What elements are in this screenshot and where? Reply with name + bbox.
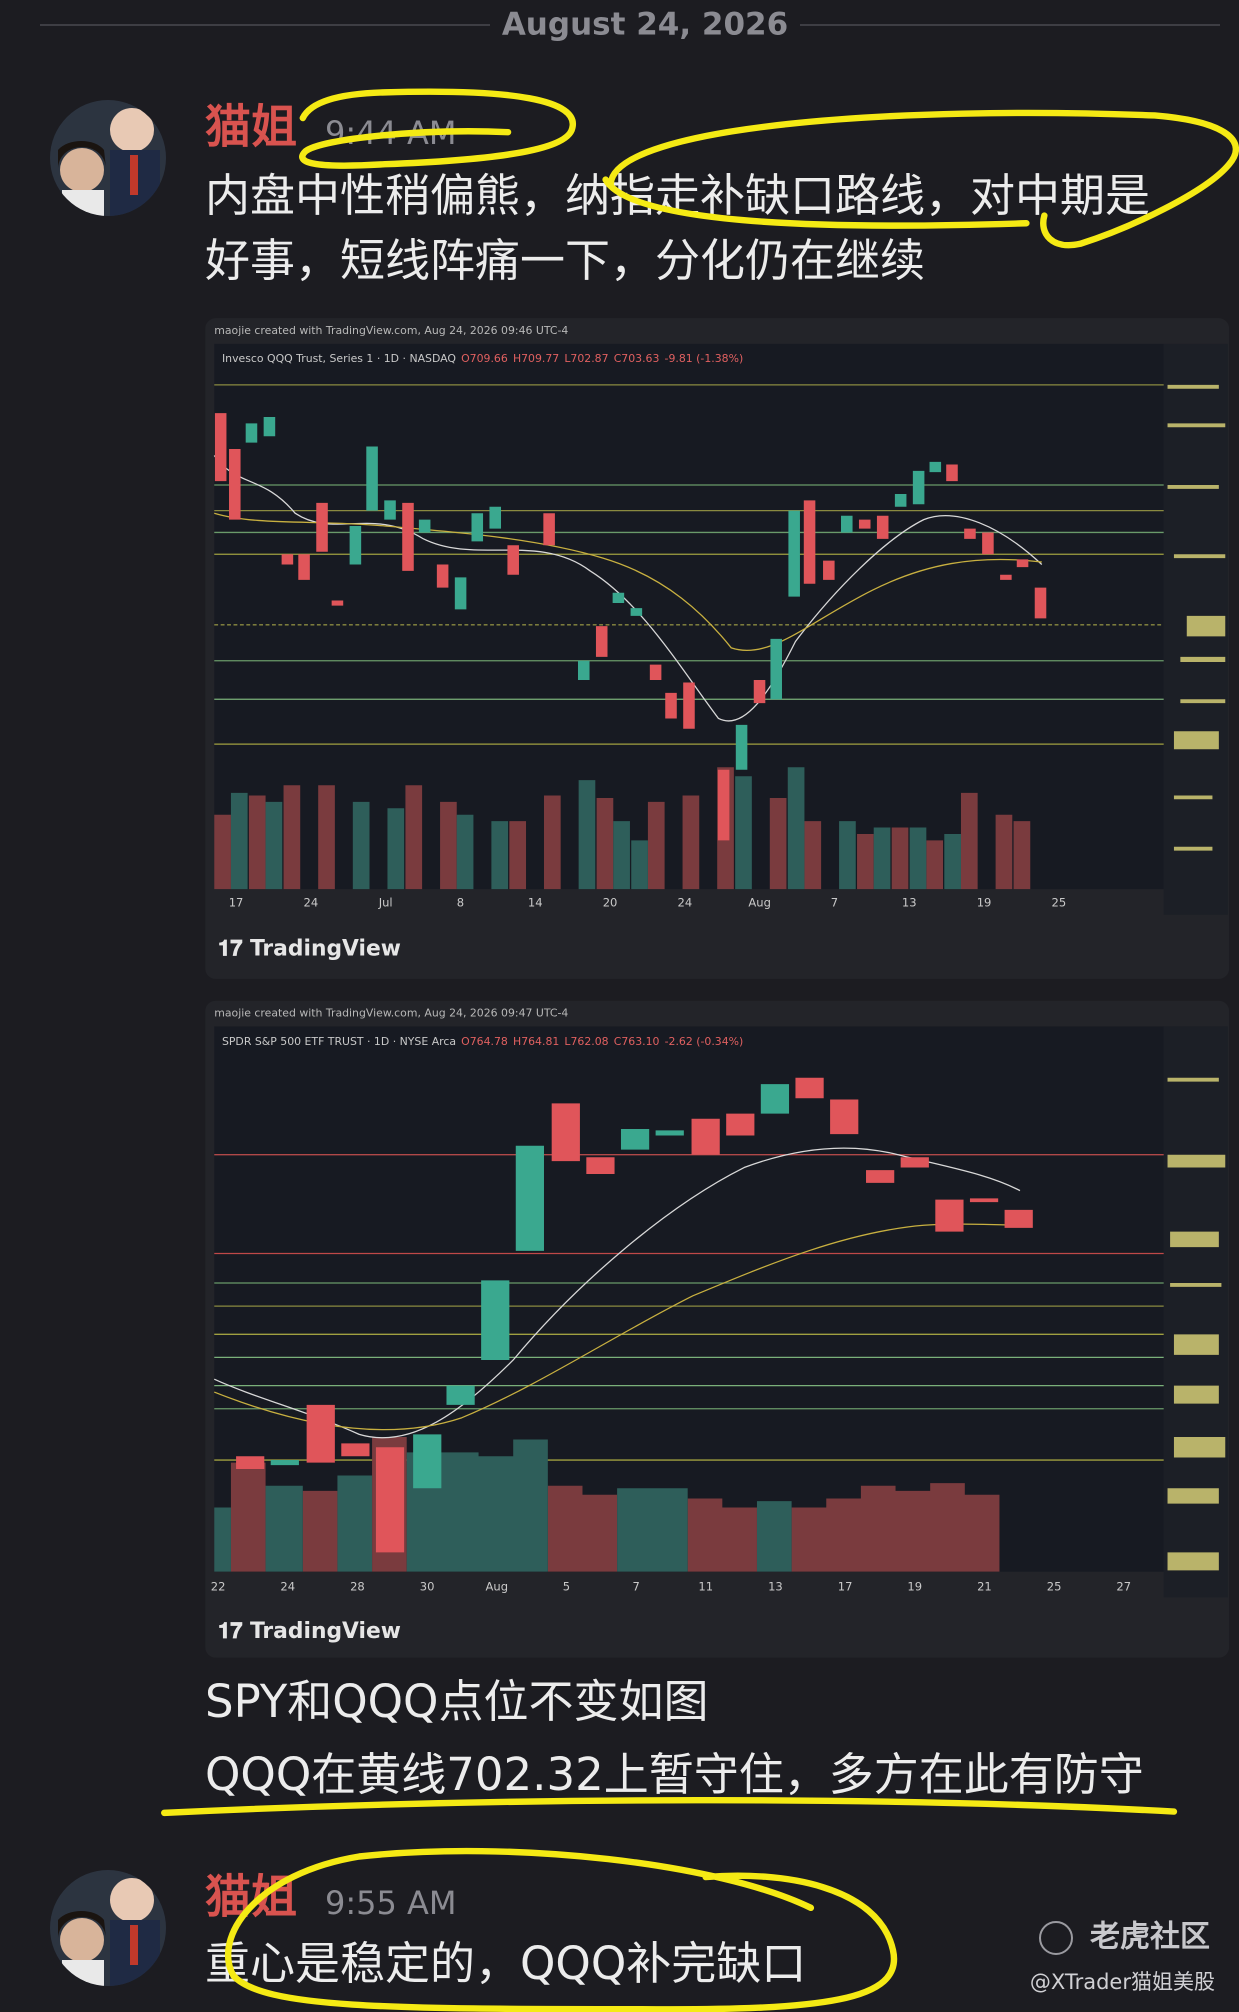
x-axis-label: 7: [831, 896, 838, 910]
x-axis-label: 24: [678, 896, 693, 910]
x-axis-label: 25: [1047, 1580, 1062, 1594]
chart-credit: maojie created with TradingView.com, Aug…: [214, 1007, 568, 1020]
x-axis-label: 14: [528, 896, 543, 910]
x-axis-label: 13: [768, 1580, 783, 1594]
x-axis-label: 28: [350, 1580, 365, 1594]
x-axis-label: 19: [907, 1580, 922, 1594]
brand-name: TradingView: [250, 1619, 401, 1644]
message-line: 好事，短线阵痛一下，分化仍在继续: [205, 234, 925, 287]
x-axis-label: 5: [563, 1580, 570, 1594]
ohlc: H709.77: [513, 352, 559, 365]
brand-name: TradingView: [250, 936, 401, 961]
timestamp: 9:55 AM: [325, 1884, 457, 1922]
x-axis-label: 24: [304, 896, 319, 910]
chart-image[interactable]: maojie created with TradingView.com, Aug…: [205, 1000, 1230, 1658]
watermark-icon: [1039, 1921, 1073, 1955]
chart-image[interactable]: maojie created with TradingView.com, Aug…: [205, 318, 1230, 979]
chart-credit: maojie created with TradingView.com, Aug…: [214, 324, 568, 337]
x-axis-label: 17: [838, 1580, 853, 1594]
watermark-handle: @XTrader猫姐美股: [1030, 1970, 1215, 1994]
ohlc: O764.78: [461, 1035, 508, 1048]
chart-symbol-line: SPDR S&P 500 ETF TRUST · 1D · NYSE Arca O…: [222, 1035, 743, 1048]
x-axis-label: 20: [603, 896, 618, 910]
author-name[interactable]: 猫姐: [205, 1870, 297, 1924]
x-axis-label: 30: [420, 1580, 435, 1594]
message-line: QQQ在黄线702.32上暂守住，多方在此有防守: [205, 1748, 1144, 1801]
tv-brand: 𝟏𝟕 TradingView: [218, 936, 401, 961]
x-axis-label: 11: [698, 1580, 713, 1594]
x-axis-label: 22: [211, 1580, 226, 1594]
x-axis-label: Aug: [748, 896, 771, 910]
x-axis-label: 24: [280, 1580, 295, 1594]
x-axis-labels: 17 24 Jul 8 14 20 24 Aug 7 13 19 25: [229, 896, 1066, 910]
ohlc: H764.81: [513, 1035, 559, 1048]
ohlc: -9.81 (-1.38%): [665, 352, 744, 365]
message-line: SPY和QQQ点位不变如图: [205, 1675, 708, 1728]
x-axis-label: Aug: [486, 1580, 509, 1594]
x-axis-label: 17: [229, 896, 244, 910]
x-axis-label: 8: [457, 896, 464, 910]
ohlc: C763.10: [614, 1035, 660, 1048]
ohlc: O709.66: [461, 352, 508, 365]
x-axis-label: Jul: [378, 896, 393, 910]
x-axis-label: 7: [632, 1580, 639, 1594]
x-axis-labels: 22 24 28 30 Aug 5 7 11 13 17 19 21 25 27: [211, 1580, 1131, 1594]
chart-symbol-line: Invesco QQQ Trust, Series 1 · 1D · NASDA…: [222, 352, 743, 365]
x-axis-label: 21: [977, 1580, 992, 1594]
annotations: [161, 88, 1239, 2012]
tv-brand: 𝟏𝟕 TradingView: [218, 1619, 401, 1644]
message-line: 重心是稳定的，QQQ补完缺口: [205, 1937, 806, 1990]
ohlc: -2.62 (-0.34%): [665, 1035, 744, 1048]
avatar[interactable]: [50, 1870, 170, 1990]
x-axis-label: 19: [977, 896, 992, 910]
ohlc: L762.08: [564, 1035, 608, 1048]
x-axis-label: 27: [1116, 1580, 1131, 1594]
date-divider: August 24, 2026: [502, 7, 788, 43]
attachments: maojie created with TradingView.com, Aug…: [205, 318, 1230, 1658]
ohlc: L702.87: [564, 352, 608, 365]
author-name[interactable]: 猫姐: [205, 100, 297, 154]
ohlc: C703.63: [614, 352, 660, 365]
x-axis-label: 13: [902, 896, 917, 910]
x-axis-label: 25: [1052, 896, 1067, 910]
symbol: SPDR S&P 500 ETF TRUST · 1D · NYSE Arca: [222, 1035, 456, 1048]
watermark-logo: 老虎社区: [1090, 1920, 1210, 1955]
symbol: Invesco QQQ Trust, Series 1 · 1D · NASDA…: [222, 352, 456, 365]
